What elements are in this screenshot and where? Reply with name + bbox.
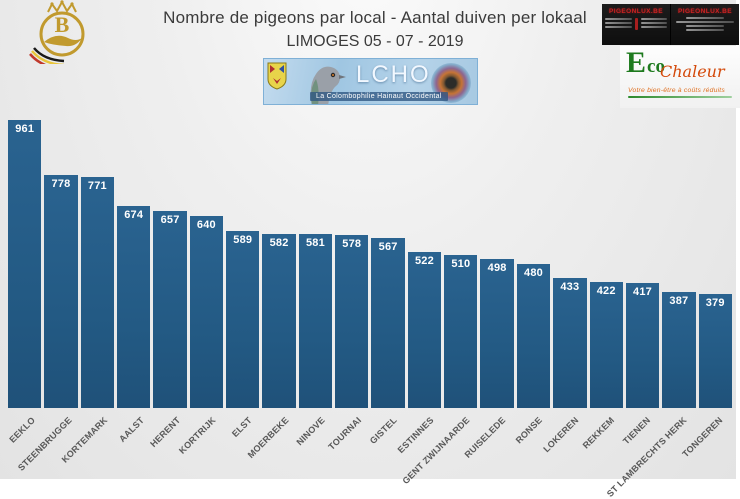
- bar: 771: [80, 177, 115, 408]
- bar: 961: [8, 120, 42, 408]
- bar-value-label: 387: [669, 295, 689, 307]
- lcho-subtitle: La Colombophilie Hainaut Occidental: [310, 92, 448, 101]
- federation-logo: B: [4, 0, 112, 71]
- category-label: NINOVE: [294, 415, 327, 448]
- category-label: GENT ZWIJNAARDE: [400, 415, 472, 487]
- eco-logo-tagline: Votre bien-être à coûts réduits: [628, 87, 725, 94]
- bar: 433: [553, 278, 587, 408]
- bar-value-label: 771: [87, 180, 107, 192]
- bar: 480: [516, 264, 551, 408]
- bar-value-label: 581: [305, 237, 325, 249]
- category-label: GISTEL: [368, 415, 400, 446]
- category-axis: EEKLO STEENBRUGGE KORTEMARK AALST HERENT KORT…: [7, 412, 732, 499]
- bar: 778: [44, 175, 78, 408]
- bar-value-label: 674: [124, 209, 144, 221]
- ad-pigeonlux-right[interactable]: PIGEONLUX.BE: [671, 4, 739, 45]
- bar: 379: [698, 294, 732, 408]
- bar-value-label: 433: [560, 281, 580, 293]
- bar: 498: [480, 259, 514, 408]
- bar-value-label: 417: [633, 286, 652, 298]
- lcho-banner: LCHO La Colombophilie Hainaut Occidental: [263, 58, 478, 105]
- bar: 387: [662, 292, 696, 408]
- ad-divider: [634, 18, 638, 30]
- ad-pigeonlux-left[interactable]: PIGEONLUX.BE: [602, 4, 670, 45]
- ad-fineprint: [605, 18, 667, 30]
- chart-subtitle: LIMOGES 05 - 07 - 2019: [286, 33, 464, 50]
- chart-title-block: Nombre de pigeons par local - Aantal dui…: [150, 8, 600, 51]
- bar-value-label: 379: [705, 297, 725, 309]
- eco-logo-e: E: [626, 46, 647, 79]
- eco-logo-chaleur: Chaleur: [660, 62, 725, 81]
- category-label: AALST: [116, 415, 146, 444]
- bar-value-label: 640: [196, 219, 216, 231]
- eco-chaleur-logo: Eco Chaleur Votre bien-être à coûts rédu…: [620, 46, 740, 108]
- bar-value-label: 422: [596, 285, 616, 297]
- bar-chart: 961 778 771 674 657 640 589 582 581 578 567 522 510 4…: [7, 120, 732, 499]
- category-label: TIENEN: [621, 415, 653, 447]
- bar: 578: [335, 235, 369, 408]
- lcho-acronym: LCHO: [356, 61, 431, 88]
- bar: 581: [298, 234, 333, 408]
- category-label: REKKEM: [580, 415, 617, 451]
- bar-value-label: 567: [378, 241, 398, 253]
- bar: 422: [589, 282, 623, 408]
- category-label: ELST: [230, 415, 255, 439]
- category-label: EEKLO: [7, 415, 38, 445]
- bar: 657: [153, 211, 187, 408]
- bar: 674: [117, 206, 151, 408]
- category-label: HERENT: [147, 415, 182, 450]
- bar-value-label: 778: [51, 178, 71, 190]
- bar: 640: [189, 216, 224, 408]
- category-label: KORTRIJK: [177, 415, 219, 456]
- category-label: ST LAMBRECHTS HERK: [604, 415, 689, 499]
- sponsor-ads: PIGEONLUX.BE PIGEONLUX.BE: [602, 4, 739, 45]
- bar: 582: [262, 234, 296, 408]
- bar-value-label: 961: [15, 123, 35, 135]
- eco-logo-rule: [628, 96, 732, 98]
- eco-logo-co: co: [647, 56, 665, 77]
- bar-value-label: 522: [414, 255, 434, 267]
- category-label: LOKEREN: [540, 415, 581, 455]
- bar-value-label: 510: [451, 258, 471, 270]
- bar-value-label: 498: [487, 262, 507, 274]
- category-label: TOURNAI: [326, 415, 363, 452]
- bar-value-label: 589: [233, 234, 253, 246]
- bar-value-label: 480: [524, 267, 543, 279]
- bar: 567: [371, 238, 405, 408]
- chart-title: Nombre de pigeons par local - Aantal dui…: [163, 8, 587, 27]
- ad-title: PIGEONLUX.BE: [678, 8, 732, 15]
- ad-title: PIGEONLUX.BE: [609, 8, 663, 15]
- category-label: RONSE: [513, 415, 544, 446]
- bar: 417: [625, 283, 660, 408]
- bar: 589: [226, 231, 260, 408]
- logo-letter: B: [55, 12, 70, 37]
- bar: 510: [444, 255, 478, 408]
- bar-value-label: 657: [160, 214, 180, 226]
- bar: 522: [407, 252, 442, 408]
- bar-value-label: 582: [269, 237, 289, 249]
- bar-value-label: 578: [342, 238, 362, 250]
- federation-logo-icon: B: [29, 0, 85, 71]
- bar-series: 961 778 771 674 657 640 589 582 581 578 567 522 510 4…: [8, 120, 732, 408]
- lcho-shield-icon: [267, 62, 287, 90]
